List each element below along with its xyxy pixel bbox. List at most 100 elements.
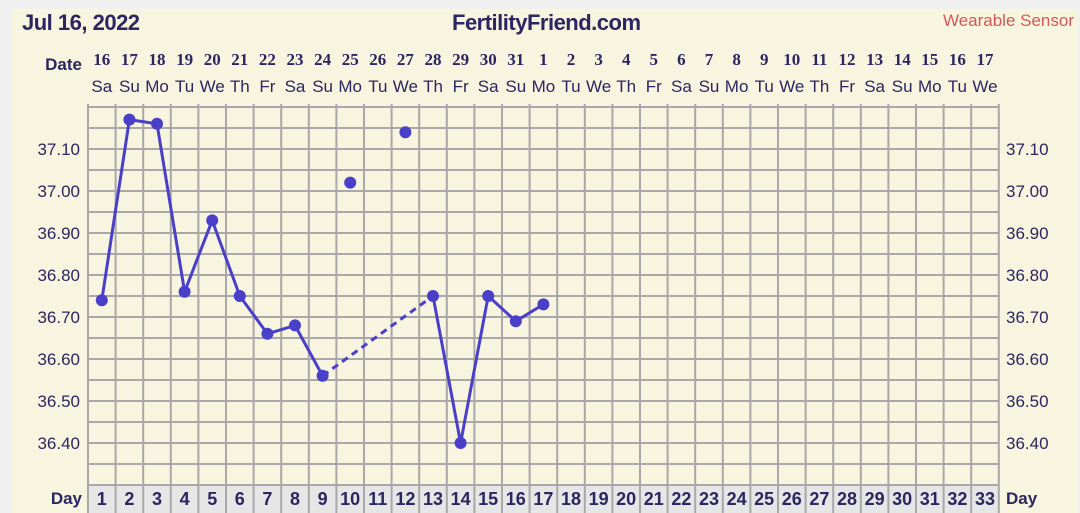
weekday-label: Su <box>699 77 720 96</box>
temperature-line <box>100 119 131 301</box>
cycle-day-label: 12 <box>395 489 415 509</box>
weekday-label: Tu <box>368 77 387 96</box>
cycle-day-label: 3 <box>152 489 162 509</box>
day-row <box>88 485 999 513</box>
date-label: 27 <box>397 50 415 69</box>
weekday-label: Mo <box>725 77 749 96</box>
date-label: 15 <box>921 50 938 69</box>
cycle-day-label: 6 <box>235 489 245 509</box>
cycle-day-label: 17 <box>533 489 553 509</box>
weekday-label: Su <box>892 77 913 96</box>
weekday-label: Tu <box>948 77 967 96</box>
date-label: 11 <box>811 50 827 69</box>
cycle-day-label: 4 <box>180 489 190 509</box>
y-tick-label-left: 36.70 <box>37 308 80 327</box>
y-tick-label-right: 37.00 <box>1006 182 1049 201</box>
y-tick-label-right: 36.40 <box>1006 434 1049 453</box>
temperature-point <box>509 315 522 328</box>
weekday-label: Tu <box>175 77 194 96</box>
date-label: 25 <box>342 50 359 69</box>
chart-start-date: Jul 16, 2022 <box>22 10 140 35</box>
cycle-day-label: 13 <box>423 489 443 509</box>
temperature-point <box>289 319 301 332</box>
date-label: 24 <box>314 50 332 69</box>
date-label: 22 <box>259 50 276 69</box>
date-label: 17 <box>121 50 139 69</box>
cycle-day-label: 2 <box>124 489 134 509</box>
weekday-label: Su <box>312 77 333 96</box>
weekday-label: Sa <box>671 77 692 96</box>
date-label: 31 <box>507 50 524 69</box>
temperature-line <box>155 123 187 293</box>
weekday-label: We <box>393 77 418 96</box>
date-label: 2 <box>567 50 576 69</box>
y-tick-label-left: 36.50 <box>37 392 80 411</box>
temperature-line <box>210 219 242 297</box>
date-label: 3 <box>594 50 603 69</box>
date-label: 16 <box>949 50 966 69</box>
temperature-line-dashed <box>321 294 434 378</box>
weekday-label: Fr <box>453 77 469 96</box>
cycle-day-label: 24 <box>727 489 747 509</box>
temperature-point <box>178 285 191 298</box>
day-row-label: Day <box>51 489 83 508</box>
y-tick-label-left: 36.40 <box>37 434 80 453</box>
cycle-day-label: 19 <box>589 489 609 509</box>
temperature-point <box>95 294 108 307</box>
cycle-day-label: 5 <box>207 489 217 509</box>
temperature-point-excluded <box>344 176 357 189</box>
cycle-day-label: 18 <box>561 489 581 509</box>
y-tick-label-right: 36.70 <box>1006 308 1049 327</box>
date-label: 12 <box>839 50 856 69</box>
temperature-point <box>233 290 246 302</box>
date-label: 10 <box>783 50 800 69</box>
date-label: 17 <box>977 50 995 69</box>
temperature-line <box>238 295 269 335</box>
weekday-label: Fr <box>839 77 855 96</box>
temperature-point <box>151 117 163 130</box>
date-label: 9 <box>760 50 769 69</box>
cycle-day-label: 16 <box>506 489 526 509</box>
temperature-point <box>537 298 550 311</box>
y-tick-label-left: 37.10 <box>37 140 80 159</box>
temperature-mode-label: Wearable Sensor <box>942 11 1074 30</box>
temperature-point <box>454 437 467 449</box>
cycle-day-label: 23 <box>699 489 719 509</box>
date-label: 7 <box>705 50 714 69</box>
date-row-label: Date <box>45 55 82 74</box>
weekday-label: Su <box>505 77 526 96</box>
date-label: 1 <box>539 50 548 69</box>
weekday-label: Sa <box>285 77 306 96</box>
cycle-day-label: 28 <box>837 489 857 509</box>
date-label: 23 <box>287 50 304 69</box>
weekday-label: Fr <box>646 77 662 96</box>
weekday-label: Tu <box>755 77 774 96</box>
y-tick-label-left: 36.80 <box>37 266 80 285</box>
cycle-day-label: 21 <box>644 489 664 509</box>
weekday-label: Su <box>119 77 140 96</box>
cycle-day-label: 27 <box>809 489 829 509</box>
y-tick-label-right: 36.50 <box>1006 392 1049 411</box>
y-tick-label-right: 36.90 <box>1006 224 1049 243</box>
weekday-label: We <box>200 77 225 96</box>
weekday-label: Fr <box>259 77 275 96</box>
temperature-point <box>261 327 274 340</box>
cycle-day-label: 26 <box>782 489 802 509</box>
weekday-label: Mo <box>532 77 556 96</box>
temperature-line <box>293 324 324 377</box>
date-label: 13 <box>866 50 883 69</box>
date-label: 5 <box>650 50 659 69</box>
date-label: 29 <box>452 50 469 69</box>
cycle-day-label: 33 <box>975 489 995 509</box>
cycle-day-label: 7 <box>262 489 272 509</box>
cycle-day-label: 29 <box>865 489 885 509</box>
temperature-point <box>482 290 495 302</box>
site-title: FertilityFriend.com <box>452 10 641 35</box>
cycle-day-label: 14 <box>451 489 471 509</box>
cycle-day-label: 11 <box>368 489 387 509</box>
temperature-point <box>427 290 439 302</box>
temperature-point-excluded <box>399 126 412 139</box>
temperature-line <box>487 294 517 323</box>
cycle-day-label: 25 <box>754 489 774 509</box>
